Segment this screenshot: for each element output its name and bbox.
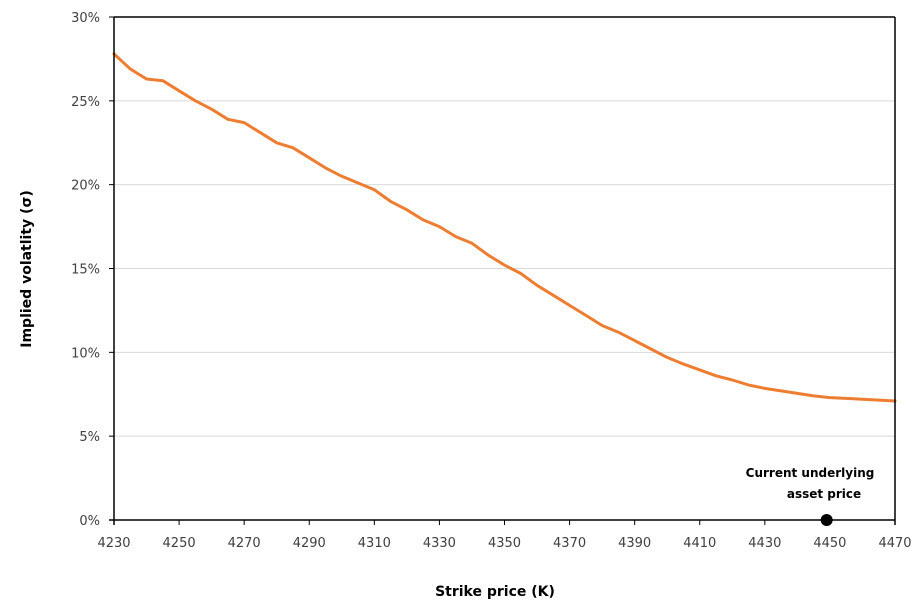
y-tick-label: 5% bbox=[79, 430, 100, 445]
y-tick-label: 15% bbox=[71, 263, 100, 278]
x-tick-label: 4330 bbox=[423, 536, 456, 551]
y-tick-label: 20% bbox=[71, 179, 100, 194]
x-tick-label: 4230 bbox=[97, 536, 130, 551]
y-tick-label: 10% bbox=[71, 346, 100, 361]
x-tick-label: 4290 bbox=[293, 536, 326, 551]
x-tick-label: 4370 bbox=[553, 536, 586, 551]
x-axis-ticks: 4230 4250 4270 4290 4310 4330 4350 4370 4390 4410… bbox=[97, 520, 912, 551]
volatility-line bbox=[112, 52, 897, 403]
horizontal-gridlines bbox=[114, 100, 895, 437]
x-tick-label: 4350 bbox=[488, 536, 521, 551]
x-tick-label: 4470 bbox=[878, 536, 911, 551]
x-tick-label: 4450 bbox=[813, 536, 846, 551]
annotation-line-1: Current underlying bbox=[746, 466, 875, 480]
y-axis-title: Implied volatlity (σ) bbox=[19, 190, 35, 347]
x-tick-label: 4410 bbox=[683, 536, 716, 551]
x-tick-label: 4310 bbox=[358, 536, 391, 551]
x-axis-title: Strike price (K) bbox=[435, 584, 555, 600]
y-tick-label: 0% bbox=[79, 514, 100, 529]
current-price-dot bbox=[820, 514, 833, 526]
plot-axes bbox=[109, 16, 896, 525]
implied-volatility-curve bbox=[112, 52, 897, 403]
x-tick-label: 4430 bbox=[748, 536, 781, 551]
x-tick-label: 4270 bbox=[228, 536, 261, 551]
y-tick-label: 30% bbox=[71, 11, 100, 26]
x-tick-label: 4250 bbox=[163, 536, 196, 551]
x-tick-label: 4390 bbox=[618, 536, 651, 551]
current-price-marker bbox=[820, 514, 833, 526]
y-tick-label: 25% bbox=[71, 95, 100, 110]
y-axis-ticks: 0% 5% 10% 15% 20% 25% 30% bbox=[71, 11, 114, 529]
annotation-line-2: asset price bbox=[787, 487, 861, 501]
